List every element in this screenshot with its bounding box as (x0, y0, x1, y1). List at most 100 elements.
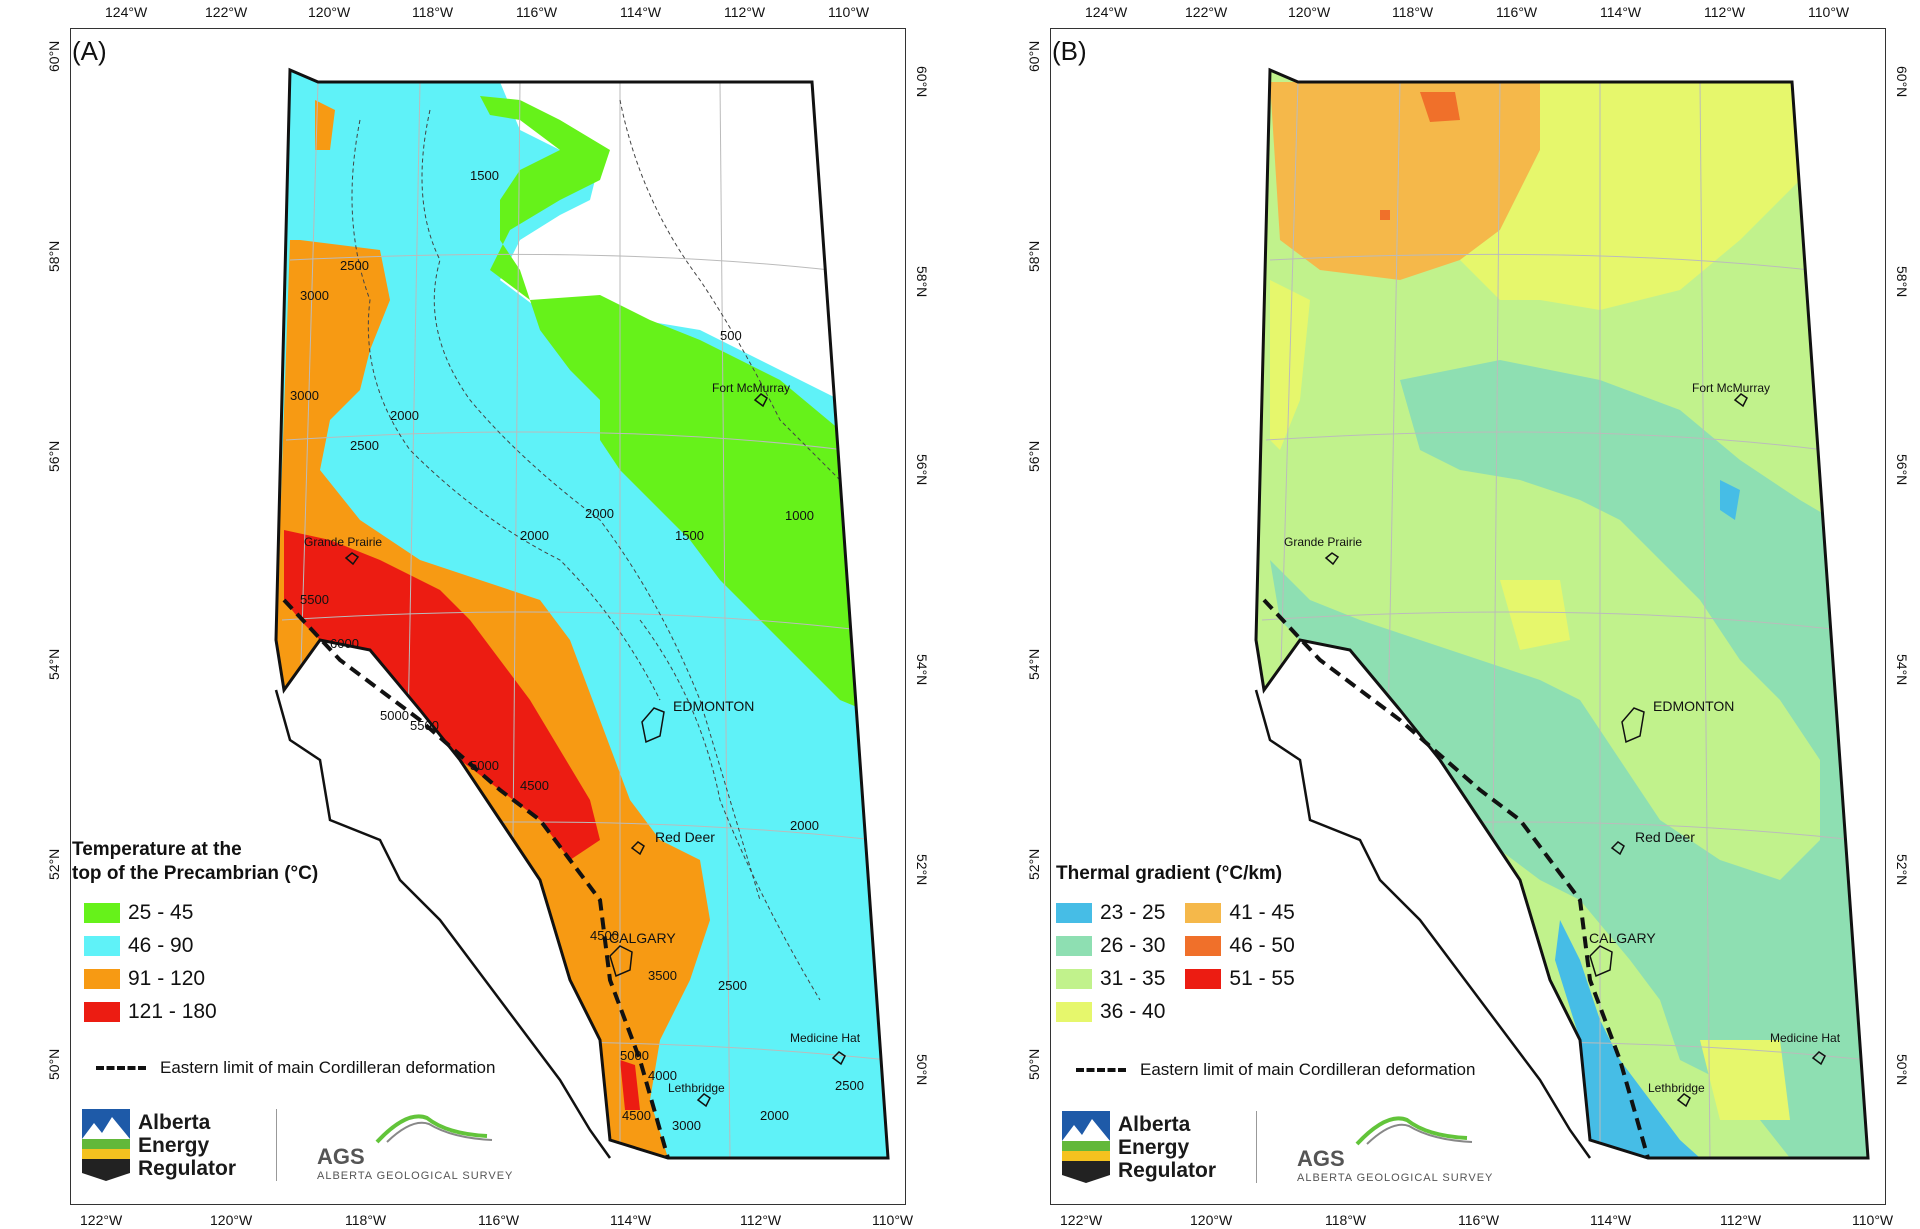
contour-label: 2500 (340, 258, 369, 273)
city-label: Red Deer (1635, 829, 1695, 845)
lon-tick: 118°W (412, 4, 454, 20)
legend-swatch (1056, 935, 1092, 956)
contour-label: 3000 (290, 388, 319, 403)
logo-divider (1256, 1111, 1258, 1183)
lat-tick: 56°N (914, 454, 930, 486)
lat-tick: 52°N (914, 854, 930, 886)
lon-tick: 118°W (1325, 1212, 1367, 1228)
map-a-svg: 1500 2500 3000 3000 2500 2000 500 2000 2… (274, 67, 890, 1160)
city-label: Grande Prairie (304, 535, 382, 549)
lat-tick: 52°N (1894, 854, 1910, 886)
legend-swatch (1056, 968, 1092, 989)
city-label: CALGARY (1589, 930, 1656, 946)
contour-label: 4500 (590, 928, 619, 943)
legend-title: Thermal gradient (°C/km) (1056, 863, 1283, 884)
contour-label: 2000 (585, 506, 614, 521)
map-panel-b: Fort McMurray Grande Prairie EDMONTON Re… (980, 0, 1920, 1229)
lon-tick: 110°W (872, 1212, 914, 1228)
panel-label: (B) (1052, 36, 1087, 66)
contour-label: 2000 (760, 1108, 789, 1123)
contour-label: 5500 (300, 592, 329, 607)
lat-tick: 60°N (1894, 66, 1910, 98)
lat-tick: 56°N (1894, 454, 1910, 486)
contour-label: 4000 (648, 1068, 677, 1083)
legend-title: Temperature at the top of the Precambria… (72, 839, 319, 884)
contour-label: 1000 (785, 508, 814, 523)
legend-swatch (84, 902, 120, 923)
lon-tick: 110°W (828, 4, 870, 20)
lat-tick: 52°N (46, 848, 62, 880)
panel-label: (A) (72, 36, 107, 66)
contour-label: 3000 (300, 288, 329, 303)
legend-item: 46 - 50 (1185, 929, 1295, 962)
lat-tick: 56°N (1026, 440, 1042, 472)
aer-wordmark: Alberta Energy Regulator (138, 1110, 237, 1180)
lat-tick: 60°N (46, 40, 62, 72)
lon-tick: 124°W (105, 4, 148, 20)
legend-item: 31 - 35 (1056, 962, 1165, 995)
lat-tick: 50°N (914, 1054, 930, 1086)
lon-tick: 122°W (205, 4, 248, 20)
contour-label: 5500 (410, 718, 439, 733)
lon-tick: 124°W (1085, 4, 1128, 20)
lat-tick: 54°N (1894, 654, 1910, 686)
city-label: Medicine Hat (1770, 1031, 1841, 1045)
contour-label: 3500 (648, 968, 677, 983)
contour-label: 5000 (470, 758, 499, 773)
lat-tick: 54°N (1026, 648, 1042, 680)
logo-bar: Alberta Energy Regulator AGS ALBERTA GEO… (1062, 1110, 1493, 1184)
city-label: Lethbridge (1648, 1081, 1705, 1095)
deformation-legend: Eastern limit of main Cordilleran deform… (1076, 1060, 1475, 1080)
legend-item: 91 - 120 (84, 962, 318, 995)
legend-item: 121 - 180 (84, 995, 318, 1028)
city-label: Lethbridge (668, 1081, 725, 1095)
ags-logo: AGS ALBERTA GEOLOGICAL SURVEY (317, 1108, 513, 1182)
lon-tick: 114°W (1600, 4, 1642, 20)
contour-label: 4500 (622, 1108, 651, 1123)
contour-label: 3000 (672, 1118, 701, 1133)
lon-tick: 120°W (308, 4, 351, 20)
dashed-line-icon (1076, 1068, 1126, 1072)
city-label: Medicine Hat (790, 1031, 861, 1045)
city-label: Fort McMurray (1692, 381, 1770, 395)
dashed-line-icon (96, 1066, 146, 1070)
lat-tick: 54°N (914, 654, 930, 686)
lon-tick: 120°W (1190, 1212, 1233, 1228)
lon-tick: 114°W (610, 1212, 652, 1228)
legend-item: 36 - 40 (1056, 995, 1165, 1028)
lon-tick: 114°W (1590, 1212, 1632, 1228)
logo-bar: Alberta Energy Regulator AGS ALBERTA GEO… (82, 1108, 513, 1182)
lon-tick: 120°W (1288, 4, 1331, 20)
lon-tick: 122°W (1185, 4, 1228, 20)
city-label: Grande Prairie (1284, 535, 1362, 549)
ags-logo: AGS ALBERTA GEOLOGICAL SURVEY (1297, 1110, 1493, 1184)
city-label: Fort McMurray (712, 381, 790, 395)
lon-tick: 116°W (516, 4, 558, 20)
contour-label: 2000 (390, 408, 419, 423)
contour-label: 4500 (520, 778, 549, 793)
deformation-legend: Eastern limit of main Cordilleran deform… (96, 1058, 495, 1078)
legend-item: 23 - 25 (1056, 896, 1165, 929)
legend-swatch (1185, 968, 1222, 989)
lon-tick: 110°W (1852, 1212, 1894, 1228)
lon-tick: 118°W (1392, 4, 1434, 20)
city-label: Red Deer (655, 829, 715, 845)
contour-label: 2000 (790, 818, 819, 833)
contour-label: 1500 (470, 168, 499, 183)
lon-tick: 118°W (345, 1212, 387, 1228)
contour-label: 2500 (718, 978, 747, 993)
lat-tick: 58°N (46, 240, 62, 272)
aer-logo-icon (1062, 1111, 1110, 1183)
lat-tick: 50°N (1026, 1048, 1042, 1080)
legend-item: 41 - 45 (1185, 896, 1295, 929)
city-label: EDMONTON (673, 698, 754, 714)
city-label: CALGARY (609, 930, 676, 946)
contour-label: 500 (720, 328, 742, 343)
lon-tick: 116°W (1458, 1212, 1500, 1228)
aer-logo-icon (82, 1109, 130, 1181)
lat-tick: 50°N (1894, 1054, 1910, 1086)
lat-tick: 58°N (1894, 266, 1910, 298)
lat-tick: 58°N (914, 266, 930, 298)
lat-tick: 60°N (1026, 40, 1042, 72)
lat-tick: 52°N (1026, 848, 1042, 880)
